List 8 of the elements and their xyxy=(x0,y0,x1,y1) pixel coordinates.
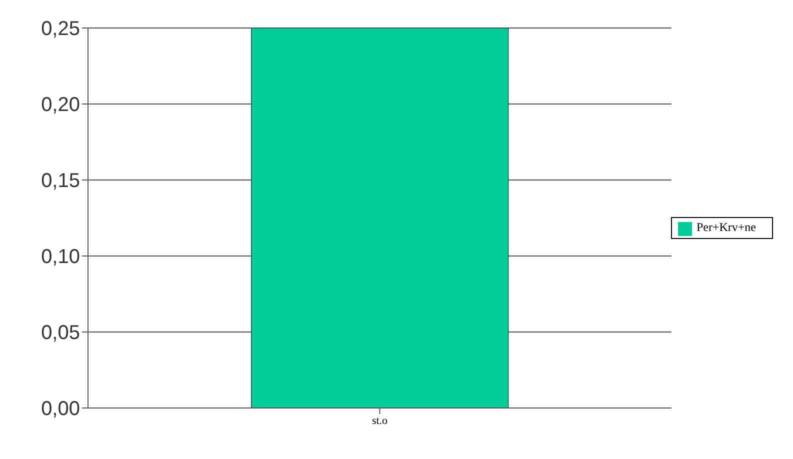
y-tick-label: 0,25 xyxy=(41,18,80,40)
y-tick-label: 0,20 xyxy=(41,94,80,116)
x-tick-label: st.o xyxy=(372,414,388,427)
y-tick-label: 0,00 xyxy=(41,398,80,420)
y-tick-label: 0,15 xyxy=(41,170,80,192)
y-tick-label: 0,05 xyxy=(41,322,80,344)
legend-label: Per+Krv+ne xyxy=(696,220,756,234)
y-tick-label: 0,10 xyxy=(41,246,80,268)
